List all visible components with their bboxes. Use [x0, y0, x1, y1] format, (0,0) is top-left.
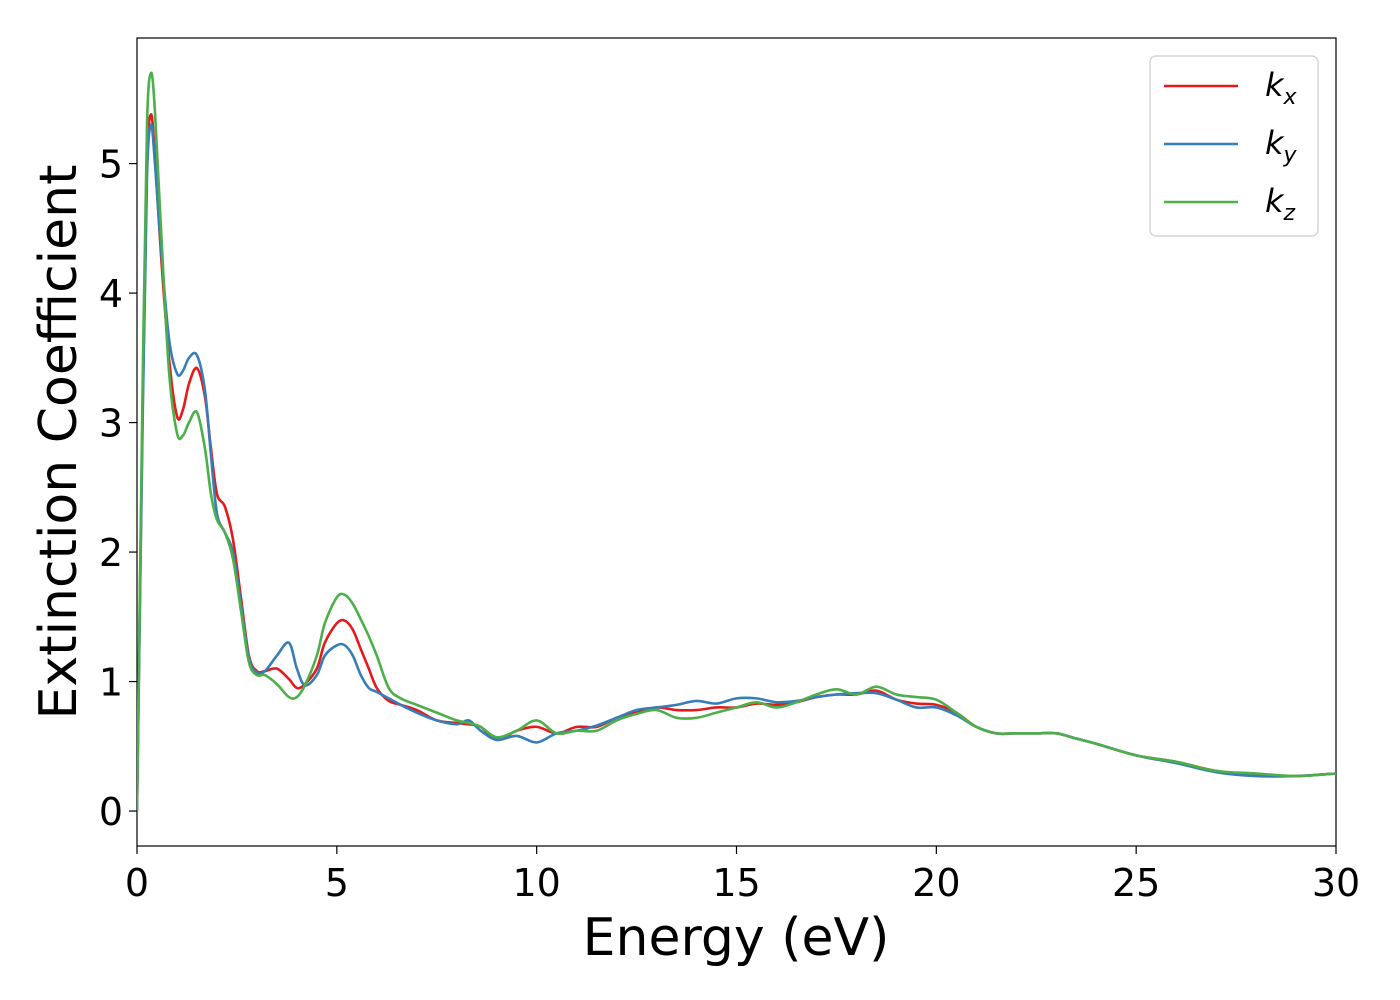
x-tick-label: 5	[325, 861, 349, 905]
y-axis-title: Extinction Coefficient	[29, 165, 89, 720]
y-tick-label: 3	[99, 402, 123, 446]
legend-label-kx: kx	[1265, 66, 1298, 110]
x-tick-label: 25	[1112, 861, 1160, 905]
x-tick-label: 10	[512, 861, 560, 905]
y-axis-ticks: 0 1 2 3 4 5	[99, 143, 137, 834]
x-tick-label: 30	[1312, 861, 1360, 905]
x-axis-ticks: 0 5 10 15 20 25 30	[125, 846, 1360, 905]
legend-box	[1149, 55, 1319, 237]
x-tick-label: 15	[712, 861, 760, 905]
y-tick-label: 5	[99, 143, 123, 187]
series-line-ky	[137, 123, 1336, 812]
y-tick-label: 0	[99, 790, 123, 834]
legend-label-kz: kz	[1265, 182, 1296, 226]
legend: kx ky kz	[1149, 55, 1319, 237]
y-tick-label: 2	[99, 531, 123, 575]
x-tick-label: 0	[125, 861, 149, 905]
series-line-kz	[137, 71, 1336, 812]
x-tick-label: 20	[912, 861, 960, 905]
legend-label-ky: ky	[1265, 124, 1298, 168]
y-tick-label: 1	[99, 661, 123, 705]
series-layer	[137, 71, 1336, 812]
y-tick-label: 4	[99, 272, 123, 316]
x-axis-title: Energy (eV)	[583, 908, 890, 968]
